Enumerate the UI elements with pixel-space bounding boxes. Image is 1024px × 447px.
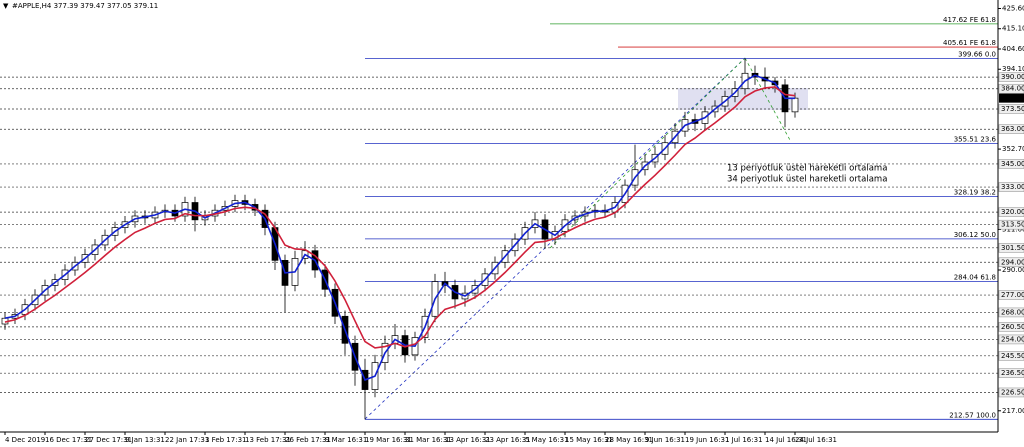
level-label-box xyxy=(998,182,1024,192)
level-label: 245.50 xyxy=(1001,352,1024,360)
y-tick-label: 352.70 xyxy=(1002,145,1024,153)
ema-line xyxy=(4,74,795,381)
x-tick-label: 27 Dec 17:31 xyxy=(85,436,132,444)
fibo-label: 212.57 100.0 xyxy=(949,411,996,419)
level-label: 236.50 xyxy=(1001,369,1024,377)
level-label: 260.50 xyxy=(1001,323,1024,331)
x-tick-label: 23 Apr 16:31 xyxy=(485,436,531,444)
x-tick-label: 15 May 16:31 xyxy=(565,436,613,444)
fibo-label: 405.61 FE 61.8 xyxy=(943,39,996,47)
level-label: 268.00 xyxy=(1001,308,1024,316)
level-label-box xyxy=(998,351,1024,361)
fibo-label: 355.51 23.6 xyxy=(954,136,997,144)
x-tick-label: 31 Mar 16:31 xyxy=(405,436,452,444)
header: #APPLE,H4 377.39 379.47 377.05 379.11 xyxy=(12,2,158,10)
x-tick-label: 19 Mar 16:31 xyxy=(365,436,412,444)
y-tick-label: 394.10 xyxy=(1002,65,1024,73)
level-label-box xyxy=(998,243,1024,253)
y-tick-label: 290.00 xyxy=(1002,266,1024,274)
y-tick-label: 404.60 xyxy=(1002,45,1024,53)
level-label: 390.00 xyxy=(1001,73,1024,81)
level-label: 254.00 xyxy=(1001,335,1024,343)
fibo-label: 417.62 FE 61.8 xyxy=(943,16,996,24)
price-box xyxy=(999,93,1024,103)
level-label: 226.50 xyxy=(1001,388,1024,396)
x-tick-label: 9 Jun 16:31 xyxy=(645,436,685,444)
level-label-box xyxy=(998,83,1024,94)
level-label: 345.00 xyxy=(1001,160,1024,168)
level-label-box xyxy=(998,322,1024,332)
x-tick-label: 19 Jun 16:31 xyxy=(685,436,729,444)
level-label-box xyxy=(998,72,1024,82)
legend-label: 34 periyotluk üstel hareketli ortalama xyxy=(727,175,887,185)
y-tick-label: 217.00 xyxy=(1002,407,1024,415)
level-label-box xyxy=(998,334,1024,345)
level-label: 320.00 xyxy=(1001,208,1024,216)
y-tick-label: 415.10 xyxy=(1002,25,1024,33)
x-tick-label: 13 Feb 17:31 xyxy=(245,436,291,444)
x-tick-label: 13 Apr 16:31 xyxy=(445,436,491,444)
candle-body xyxy=(791,97,799,113)
x-tick-label: 5 May 16:31 xyxy=(525,436,569,444)
level-label-box xyxy=(998,104,1024,114)
level-label-box xyxy=(998,307,1024,318)
y-tick-label: 311.00 xyxy=(1002,226,1024,234)
level-label: 313.50 xyxy=(1001,221,1024,229)
header: ▼ xyxy=(3,2,9,10)
level-label: 301.50 xyxy=(1001,244,1024,252)
fibo-label: 306.12 50.0 xyxy=(954,231,996,239)
price-label: 379.11 xyxy=(1001,94,1024,102)
x-tick-label: 9 Jan 13:31 xyxy=(125,436,165,444)
x-tick-label: 1 Jul 16:31 xyxy=(725,436,763,444)
ema-line xyxy=(4,86,796,349)
x-tick-label: 28 May 16:31 xyxy=(605,436,653,444)
level-label: 277.00 xyxy=(1001,291,1024,299)
level-label: 363.00 xyxy=(1001,125,1024,133)
level-label: 333.00 xyxy=(1001,183,1024,191)
level-label-box xyxy=(998,257,1024,268)
level-label-box xyxy=(998,124,1024,134)
fibo-label: 284.04 61.8 xyxy=(954,273,996,281)
legend-label: 13 periyotluk üstel hareketli ortalama xyxy=(727,164,887,174)
x-tick-label: 22 Jan 17:31 xyxy=(165,436,209,444)
level-label-box xyxy=(998,207,1024,217)
level-label: 384.00 xyxy=(1001,85,1024,93)
y-tick-label: 425.60 xyxy=(1002,4,1024,12)
x-tick-label: 3 Feb 17:31 xyxy=(205,436,246,444)
fibo-label: 399.66 0.0 xyxy=(958,51,996,59)
x-tick-label: 14 Jul 16:31 xyxy=(765,436,807,444)
x-tick-label: 16 Dec 17:31 xyxy=(45,436,92,444)
level-label-box xyxy=(998,290,1024,300)
fibo-label: 328.19 38.2 xyxy=(954,188,996,196)
level-label: 373.50 xyxy=(1001,105,1024,113)
level-label-box xyxy=(998,368,1024,378)
level-label: 294.00 xyxy=(1001,258,1024,266)
x-tick-label: 24 Jul 16:31 xyxy=(795,436,837,444)
level-label-box xyxy=(998,387,1024,398)
x-tick-label: 4 Dec 2019 xyxy=(5,436,45,444)
level-label-box xyxy=(998,159,1024,169)
x-tick-label: 9 Mar 16:31 xyxy=(325,436,367,444)
x-tick-label: 26 Feb 17:31 xyxy=(285,436,331,444)
level-label-box xyxy=(998,219,1024,230)
